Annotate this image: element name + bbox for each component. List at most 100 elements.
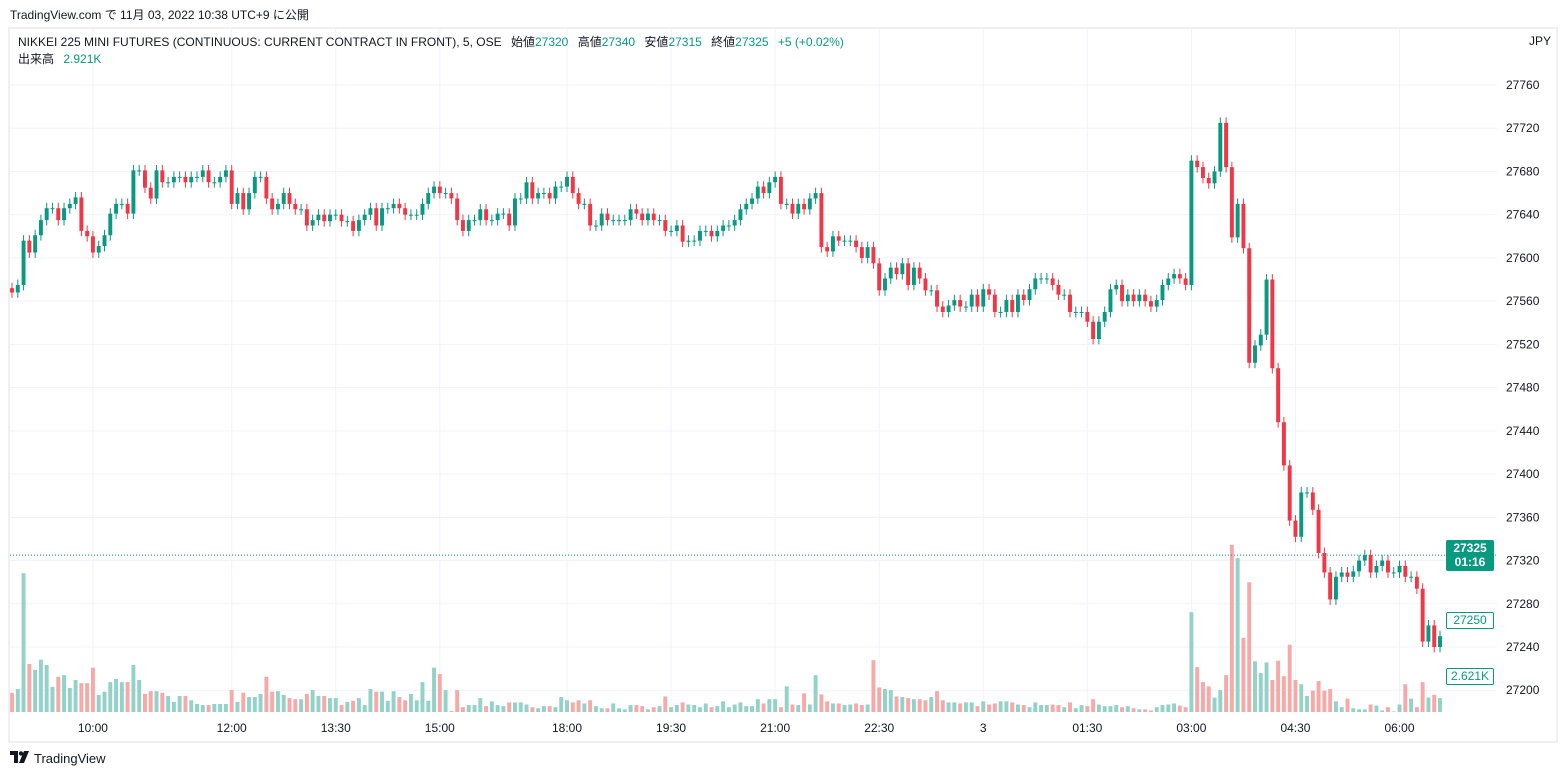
volume-bar xyxy=(1143,709,1148,712)
volume-bar xyxy=(426,700,431,712)
volume-bar xyxy=(1264,662,1269,712)
candle-body xyxy=(1027,289,1032,301)
volume-bar xyxy=(1120,707,1124,712)
candle-body xyxy=(460,220,465,231)
volume-bar xyxy=(524,704,529,712)
volume-bar xyxy=(981,701,986,712)
candle-body xyxy=(1380,560,1385,566)
volume-bar xyxy=(466,705,471,712)
volume-bar xyxy=(1380,710,1385,712)
volume-bar xyxy=(328,698,332,712)
candle-body xyxy=(946,305,951,312)
candle-body xyxy=(1033,278,1038,290)
volume-bar xyxy=(391,691,396,712)
candle-body xyxy=(1333,576,1338,600)
volume-bar xyxy=(1258,673,1263,712)
chart-frame xyxy=(8,27,1558,743)
candle-body xyxy=(1004,300,1009,312)
candle-body xyxy=(252,176,257,194)
candle-body xyxy=(1137,294,1142,302)
candle-body xyxy=(420,203,425,215)
tradingview-logo-icon[interactable] xyxy=(10,750,30,766)
candle-body xyxy=(15,284,20,293)
price-tick-label: 27560 xyxy=(1506,294,1540,308)
volume-bar xyxy=(218,703,223,712)
volume-bar xyxy=(773,699,778,712)
candle-body xyxy=(940,306,945,312)
volume-bar xyxy=(593,706,598,712)
volume-bar xyxy=(1027,707,1032,712)
candle-body xyxy=(582,203,587,205)
candle-body xyxy=(1068,294,1072,312)
candle-body xyxy=(137,170,142,172)
volume-bar xyxy=(1056,705,1061,712)
candle-body xyxy=(1154,300,1159,307)
time-tick-label: 13:30 xyxy=(321,721,351,735)
volume-bar xyxy=(102,691,107,712)
volume-bar xyxy=(871,660,876,712)
candle-body xyxy=(108,213,113,236)
volume-bar xyxy=(1276,660,1281,712)
volume-bar xyxy=(1391,711,1396,712)
volume-bar xyxy=(513,702,517,712)
volume-bar xyxy=(1195,667,1200,712)
volume-bar xyxy=(726,707,731,712)
volume-bar xyxy=(10,692,14,712)
volume-bar xyxy=(744,706,749,712)
candle-body xyxy=(767,182,772,194)
candle-body xyxy=(33,235,38,253)
candle-body xyxy=(726,225,731,227)
low-value: 27315 xyxy=(668,35,702,49)
candle-body xyxy=(1235,203,1240,238)
candle-body xyxy=(189,176,194,183)
footer-brand[interactable]: TradingView xyxy=(34,750,106,766)
candle-body xyxy=(813,193,818,199)
price-tick-label: 27480 xyxy=(1506,381,1540,395)
volume-bar xyxy=(449,710,454,712)
candle-body xyxy=(859,247,864,258)
volume-label[interactable]: 出来高 xyxy=(18,52,55,66)
volume-bar xyxy=(507,702,512,712)
symbol-name[interactable]: NIKKEI 225 MINI FUTURES (CONTINUOUS: CUR… xyxy=(18,35,502,49)
volume-bar xyxy=(1068,702,1072,712)
candle-body xyxy=(177,176,182,178)
candle-body xyxy=(1021,294,1026,301)
candle-body xyxy=(1183,278,1188,285)
volume-bar xyxy=(166,695,171,712)
candle-body xyxy=(67,203,72,209)
volume-bar xyxy=(495,705,500,712)
volume-bar xyxy=(484,706,489,712)
price-marker-badge: 27250 xyxy=(1446,612,1494,629)
candle-body xyxy=(1015,294,1020,312)
volume-bar xyxy=(189,700,194,712)
candle-body xyxy=(541,193,546,195)
candle-body xyxy=(391,203,396,209)
candle-body xyxy=(1253,345,1257,363)
volume-bar xyxy=(1305,695,1309,712)
candle-body xyxy=(119,203,124,205)
candle-body xyxy=(1172,274,1177,279)
price-tick-label: 27640 xyxy=(1506,208,1540,222)
candle-body xyxy=(27,240,32,253)
time-tick-label: 21:00 xyxy=(760,721,790,735)
candle-body xyxy=(848,240,853,242)
volume-bar xyxy=(1310,690,1315,712)
candle-body xyxy=(218,176,223,183)
candle-body xyxy=(1351,571,1356,577)
candle-body xyxy=(680,225,685,242)
candle-body xyxy=(131,170,136,214)
candle-body xyxy=(1114,284,1119,290)
volume-bar xyxy=(1200,682,1205,712)
candle-body xyxy=(790,203,795,214)
candle-body xyxy=(270,198,275,210)
volume-bar xyxy=(443,690,448,712)
candle-body xyxy=(721,225,726,231)
time-tick-label: 15:00 xyxy=(425,721,455,735)
candle-body xyxy=(44,208,49,221)
volume-bar xyxy=(680,702,685,712)
volume-bar xyxy=(651,707,656,712)
time-tick-label: 3 xyxy=(980,721,987,735)
candle-body xyxy=(507,213,512,226)
candle-body xyxy=(917,267,922,279)
